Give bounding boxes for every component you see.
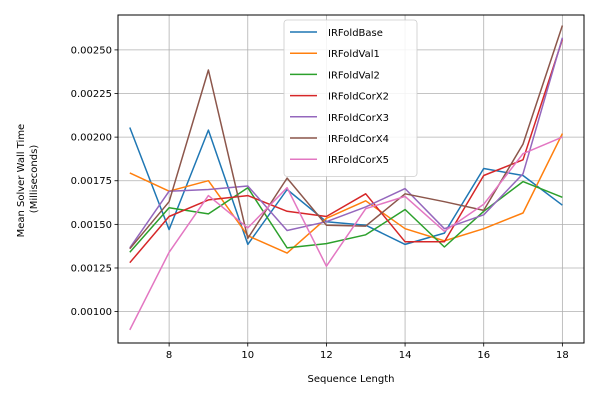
- series-line-irfoldcorx4: [129, 25, 564, 250]
- y-axis-ticks: 0.00100 0.00125 0.00150 0.00175 0.00200 0.002…: [71, 45, 118, 318]
- y-tick-label: 0.00250: [71, 45, 112, 56]
- plot-frame: [117, 14, 585, 344]
- x-axis-ticks: 8 10 12 14 16 18: [166, 343, 569, 361]
- legend-label: IRFoldBase: [328, 28, 383, 39]
- x-tick-label: 18: [556, 350, 569, 361]
- legend-label: IRFoldCorX4: [328, 134, 389, 145]
- y-axis-label-line-2: (Milliseconds): [29, 145, 40, 214]
- legend: IRFoldBase IRFoldVal1 IRFoldVal2 IRFoldCorX…: [283, 19, 418, 177]
- legend-box: [283, 19, 418, 177]
- x-tick-label: 8: [166, 350, 172, 361]
- series-line-irfoldcorx5: [129, 136, 563, 331]
- legend-label: IRFoldCorX2: [328, 92, 389, 103]
- series-line-irfoldcorx2: [129, 39, 564, 264]
- series-line-irfoldval2: [129, 180, 563, 253]
- y-axis-label: Mean Solver Wall Time (Milliseconds): [16, 121, 40, 238]
- y-tick-label: 0.00125: [71, 263, 112, 274]
- series-lines: [129, 25, 564, 331]
- x-tick-label: 10: [241, 350, 254, 361]
- x-axis-label: Sequence Length: [308, 374, 395, 385]
- series-line-irfoldval1: [129, 133, 564, 254]
- x-tick-label: 12: [320, 350, 333, 361]
- y-tick-label: 0.00100: [71, 307, 112, 318]
- legend-label: IRFoldVal1: [328, 49, 380, 60]
- y-tick-label: 0.00175: [71, 176, 112, 187]
- y-tick-label: 0.00150: [71, 220, 112, 231]
- legend-label: IRFoldCorX3: [328, 113, 389, 124]
- legend-label: IRFoldVal2: [328, 70, 380, 81]
- legend-label: IRFoldCorX5: [328, 155, 389, 166]
- series-line-irfoldbase: [129, 127, 563, 246]
- x-tick-label: 14: [399, 350, 412, 361]
- y-tick-label: 0.00225: [71, 89, 112, 100]
- y-tick-label: 0.00200: [71, 133, 112, 144]
- x-tick-label: 16: [477, 350, 490, 361]
- y-axis-label-line-1: Mean Solver Wall Time: [16, 124, 27, 238]
- series-line-irfoldcorx3: [129, 37, 564, 249]
